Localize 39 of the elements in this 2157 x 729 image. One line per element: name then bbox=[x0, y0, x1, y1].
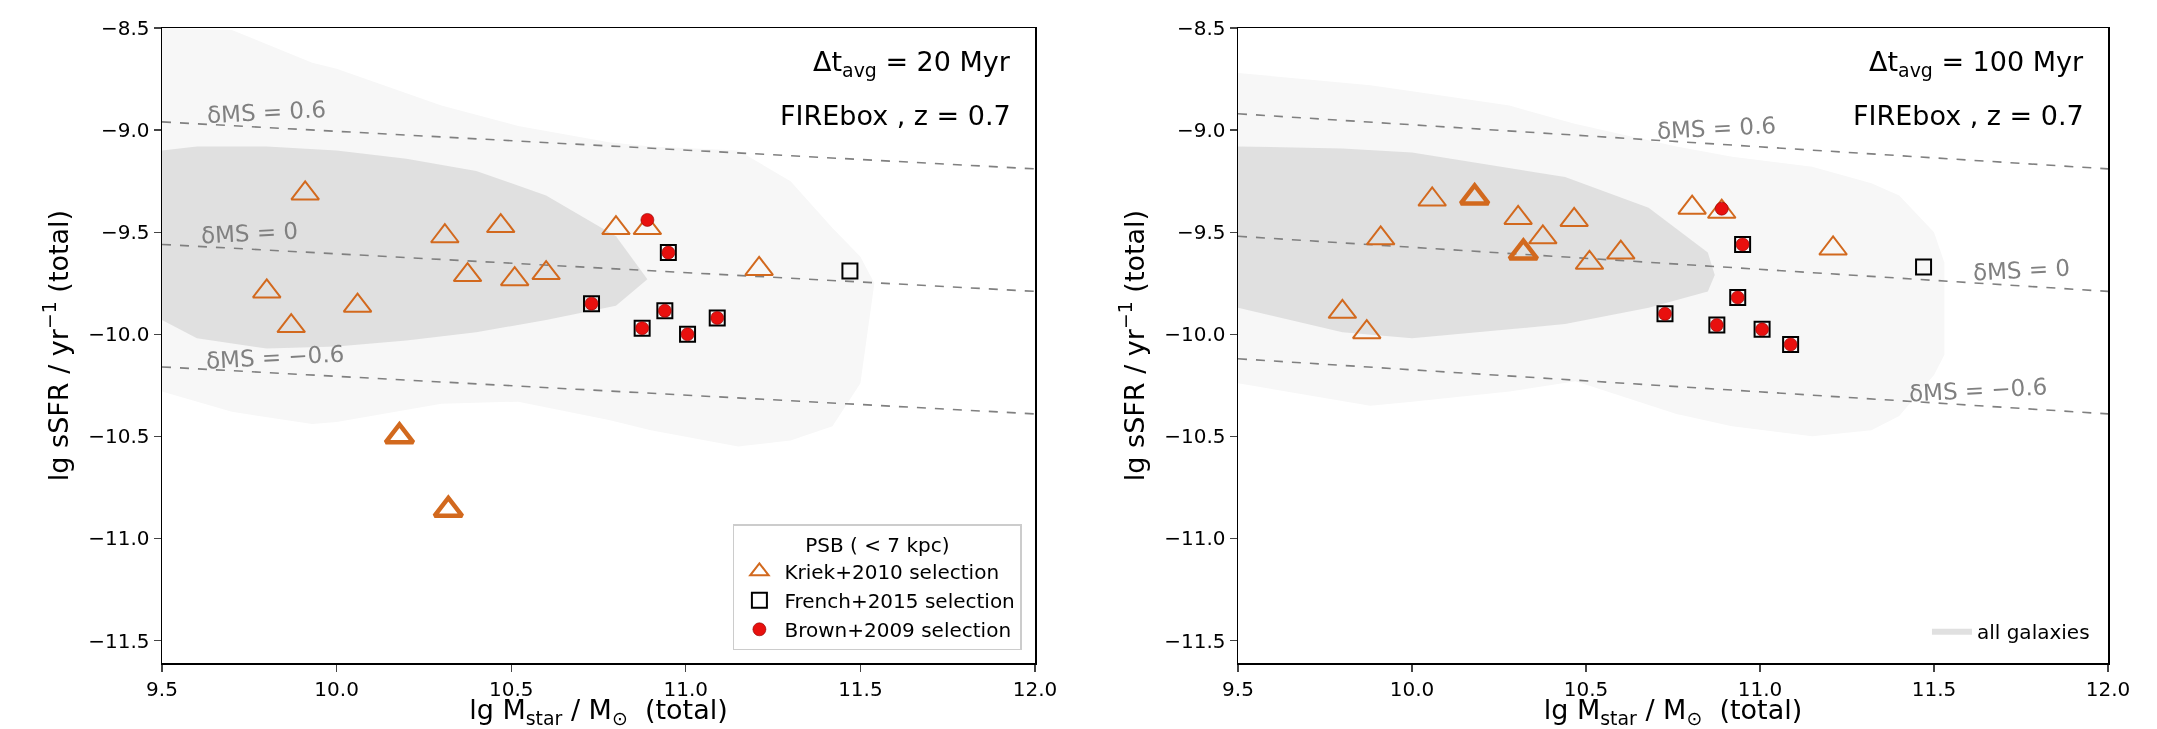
x-tick-label: 9.5 bbox=[1222, 676, 1254, 701]
x-tick-label: 12.0 bbox=[2085, 676, 2131, 701]
y-tick-label: −10.5 bbox=[88, 424, 150, 449]
y-tick-label: −9.5 bbox=[1176, 220, 1226, 245]
y-tick-label: −9.0 bbox=[1176, 118, 1226, 143]
x-tick-label: 10.0 bbox=[1389, 676, 1435, 701]
legend-title: PSB ( < 7 kpc) bbox=[805, 532, 950, 557]
y-tick-label: −9.5 bbox=[100, 220, 150, 245]
annotation: FIREbox , z = 0.7 bbox=[1853, 100, 2084, 131]
legend-label: all galaxies bbox=[1976, 619, 2090, 644]
y-tick-label: −9.0 bbox=[100, 118, 150, 143]
annotation: FIREbox , z = 0.7 bbox=[780, 100, 1011, 131]
series-label: δMS = 0.6 bbox=[1656, 111, 1777, 145]
legend-label: Kriek+2010 selection bbox=[784, 560, 1000, 585]
y-tick-label: −10.5 bbox=[1164, 424, 1226, 449]
x-tick-label: 11.0 bbox=[1737, 676, 1783, 701]
x-tick-label: 10.0 bbox=[314, 676, 359, 701]
series-label: δMS = −0.6 bbox=[1908, 373, 2048, 407]
y-tick-label: −8.5 bbox=[1176, 16, 1226, 40]
y-tick-label: −11.5 bbox=[1164, 628, 1226, 653]
series-label: δMS = −0.6 bbox=[205, 340, 345, 374]
y-tick-label: −10.0 bbox=[1164, 322, 1226, 347]
x-tick-label: 11.0 bbox=[663, 676, 709, 701]
series-label: δMS = 0 bbox=[1972, 254, 2071, 286]
legend-label: Brown+2009 selection bbox=[784, 618, 1012, 643]
series-label: δMS = 0 bbox=[200, 217, 299, 249]
y-tick-label: −11.5 bbox=[88, 628, 150, 653]
annotation: Δt$_{avg}$ = 100 Myr bbox=[1869, 46, 2084, 81]
x-tick-label: 11.5 bbox=[1911, 676, 1957, 701]
legend-label: French+2015 selection bbox=[784, 589, 1015, 614]
y-tick-label: −11.0 bbox=[1164, 526, 1226, 551]
x-tick-label: 12.0 bbox=[1012, 676, 1058, 701]
series-label: δMS = 0.6 bbox=[206, 95, 327, 129]
y-tick-label: −10.0 bbox=[88, 322, 150, 347]
y-tick-label: −8.5 bbox=[100, 16, 150, 40]
x-tick-label: 11.5 bbox=[838, 676, 883, 701]
x-tick-label: 9.5 bbox=[146, 676, 178, 701]
y-tick-label: −11.0 bbox=[88, 526, 150, 551]
annotation: Δt$_{avg}$ = 20 Myr bbox=[813, 46, 1011, 81]
